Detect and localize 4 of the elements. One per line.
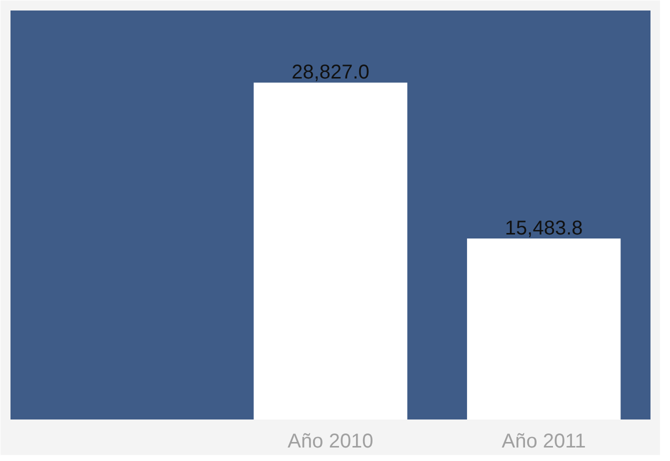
x-tick-label: Año 2011: [502, 430, 586, 452]
x-tick-label: Año 2010: [288, 430, 374, 452]
data-label: 15,483.8: [504, 218, 583, 240]
data-label: 28,827.0: [292, 62, 370, 84]
